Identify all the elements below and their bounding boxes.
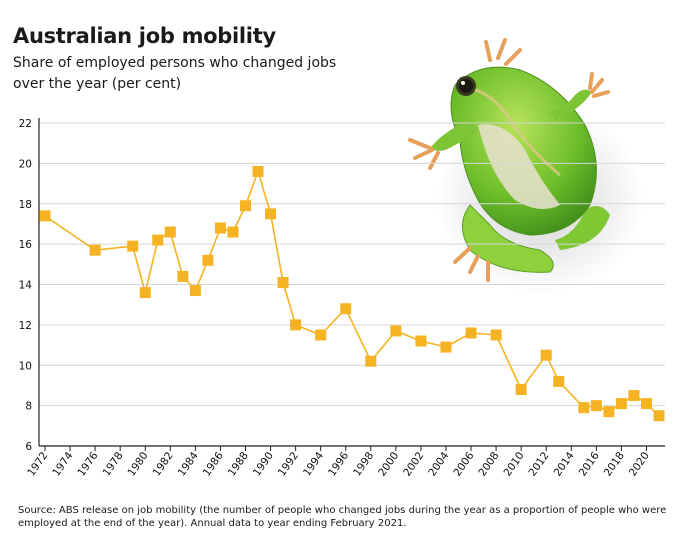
data-point (139, 287, 151, 299)
y-tick-label: 6 (25, 441, 32, 453)
x-tick-label: 1974 (50, 450, 75, 479)
y-tick-label: 16 (19, 239, 33, 251)
x-tick-label: 2018 (602, 450, 627, 479)
y-tick-label: 14 (19, 280, 33, 292)
data-point (239, 200, 251, 212)
chart-subtitle: Share of employed persons who changed jo… (13, 55, 337, 92)
x-tick-label: 1986 (201, 450, 226, 479)
data-point (315, 329, 327, 341)
x-tick-label: 1976 (75, 450, 100, 479)
x-tick-label: 1992 (276, 450, 301, 479)
y-tick-label: 20 (19, 158, 32, 170)
y-tick-label: 8 (25, 401, 32, 413)
data-point (340, 303, 352, 315)
x-tick-label: 2000 (376, 450, 401, 479)
y-tick-label: 12 (19, 320, 32, 332)
data-point (164, 226, 176, 238)
data-point (227, 226, 239, 238)
x-tick-label: 2016 (577, 450, 602, 479)
data-point (365, 355, 377, 367)
x-tick-label: 1994 (301, 450, 326, 479)
y-tick-label: 18 (19, 199, 32, 211)
frog-illustration (408, 38, 645, 295)
data-point (177, 270, 189, 282)
data-point (189, 285, 201, 297)
y-tick-label: 22 (19, 118, 32, 130)
data-point (440, 341, 452, 353)
data-point (465, 327, 477, 339)
x-tick-label: 1996 (326, 450, 351, 479)
x-tick-label: 1982 (151, 450, 176, 479)
x-tick-label: 1990 (251, 450, 276, 479)
x-tick-label: 2002 (401, 450, 426, 479)
y-tick-label: 10 (19, 360, 32, 372)
data-point (214, 222, 226, 234)
data-point (578, 402, 590, 414)
series-line (44, 170, 660, 417)
data-point (615, 398, 627, 410)
x-tick-label: 2010 (501, 450, 526, 479)
data-point (515, 383, 527, 395)
x-tick-label: 2006 (451, 450, 476, 479)
chart-title: Australian job mobility (13, 24, 276, 48)
data-point (540, 349, 552, 361)
data-point (628, 390, 640, 402)
data-point (590, 400, 602, 412)
data-point (415, 335, 427, 347)
data-point (39, 210, 51, 222)
data-point (152, 234, 164, 246)
x-tick-label: 1972 (25, 450, 50, 479)
x-tick-label: 1980 (126, 450, 151, 479)
data-point (89, 244, 101, 256)
data-point (603, 406, 615, 418)
x-tick-label: 1984 (176, 450, 201, 479)
data-point (553, 375, 565, 387)
x-tick-label: 1988 (226, 450, 251, 479)
data-point (290, 319, 302, 331)
data-point (640, 398, 652, 410)
data-point (390, 325, 402, 337)
x-tick-label: 2004 (426, 450, 451, 479)
data-point (277, 276, 289, 288)
x-tick-label: 1998 (351, 450, 376, 479)
data-point (252, 165, 264, 177)
x-tick-label: 1978 (100, 450, 125, 479)
data-point (265, 208, 277, 220)
chart-source-note: Source: ABS release on job mobility (the… (18, 505, 667, 529)
data-point (127, 240, 139, 252)
data-point (653, 410, 665, 422)
x-tick-label: 2014 (552, 450, 577, 479)
x-tick-label: 2020 (627, 450, 652, 479)
x-tick-label: 2008 (476, 450, 501, 479)
x-tick-label: 2012 (527, 450, 552, 479)
data-point (490, 329, 502, 341)
data-point (202, 254, 214, 266)
